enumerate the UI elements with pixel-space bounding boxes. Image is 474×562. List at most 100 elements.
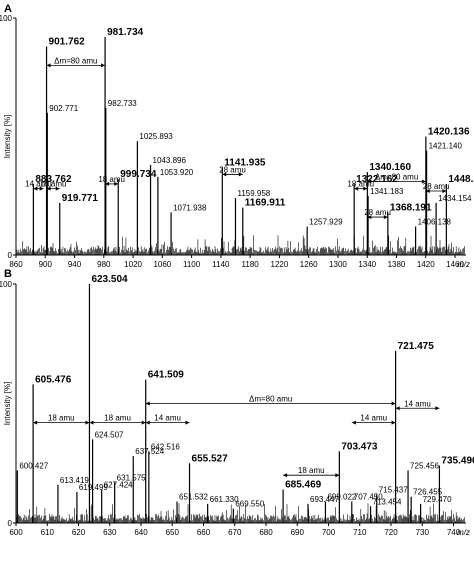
- x-tick-label: 690: [291, 528, 305, 537]
- peak-label: 641.509: [148, 370, 185, 381]
- mass-diff-label: 14 amu: [360, 414, 387, 423]
- mass-diff-label: 18 amu: [104, 414, 131, 423]
- peak-label: 1053.920: [160, 168, 194, 177]
- bracket-arrowheads: [105, 181, 119, 186]
- mass-diff-label: 28 amu: [423, 182, 450, 191]
- x-tick-label: 730: [416, 528, 430, 537]
- peak-label: 605.476: [35, 374, 72, 385]
- y-axis-label: Intensity [%]: [3, 382, 12, 426]
- peak-label: 901.762: [49, 36, 86, 47]
- x-tick-label: 1060: [153, 260, 171, 269]
- mass-diff-label: 14 amu: [404, 399, 431, 408]
- peak-label: 1434.154: [438, 194, 472, 203]
- peak-label: 1421.140: [429, 142, 463, 151]
- peak-label: 669.550: [235, 500, 264, 509]
- peak-label: 1448.174: [448, 174, 474, 185]
- x-tick-label: 670: [228, 528, 242, 537]
- peak-label: 715.437: [379, 485, 408, 494]
- bracket-arrowheads: [354, 186, 368, 191]
- x-axis-label: m/z: [457, 260, 470, 269]
- x-tick-label: 900: [39, 260, 53, 269]
- peak-label: 729.470: [423, 495, 452, 504]
- x-tick-label: 1300: [329, 260, 347, 269]
- peak-label: 725.456: [410, 461, 439, 470]
- x-tick-label: 1380: [388, 260, 406, 269]
- peak-label: 999.734: [120, 169, 157, 180]
- peak-label: 1340.160: [369, 162, 411, 173]
- peak-label: 1025.893: [139, 132, 173, 141]
- peak-label: 613.419: [60, 476, 89, 485]
- x-tick-label: 860: [9, 260, 23, 269]
- y-tick-label: 100: [0, 14, 13, 23]
- peak-label: 713.454: [373, 497, 402, 506]
- peak-label: 651.532: [179, 492, 208, 501]
- peak-label: 1043.896: [153, 156, 187, 165]
- x-tick-label: 710: [353, 528, 367, 537]
- peak-label: 982.733: [108, 99, 137, 108]
- x-tick-label: 660: [197, 528, 211, 537]
- peak-label: 600.427: [19, 461, 48, 470]
- peak-label: 1420.136: [428, 127, 470, 138]
- peak-label: 902.771: [49, 104, 78, 113]
- peak-label: 1368.191: [390, 202, 432, 213]
- x-tick-label: 940: [68, 260, 82, 269]
- bracket-arrowheads: [46, 186, 60, 191]
- x-tick-label: 1140: [212, 260, 230, 269]
- x-tick-label: 740: [447, 528, 461, 537]
- y-axis-label: Intensity [%]: [3, 115, 12, 159]
- peak-label: 721.475: [398, 341, 435, 352]
- x-tick-label: 640: [134, 528, 148, 537]
- x-axis-label: m/z: [457, 528, 470, 537]
- mass-diff-label: 18 amu: [48, 414, 75, 423]
- x-tick-label: 1460: [446, 260, 464, 269]
- x-tick-label: 1100: [183, 260, 201, 269]
- mass-diff-label: Δm=80 amu: [249, 395, 292, 404]
- peak-label: 627.424: [104, 481, 133, 490]
- mass-diff-label: 28 amu: [219, 165, 246, 174]
- mass-diff-label: 14 amu: [154, 414, 181, 423]
- x-tick-label: 720: [384, 528, 398, 537]
- y-tick-label: 0: [8, 519, 13, 528]
- peak-label: 1406.138: [418, 218, 452, 227]
- x-tick-label: 1220: [271, 260, 289, 269]
- mass-diff-label: 18 amu: [347, 180, 374, 189]
- bracket-arrowheads: [33, 186, 44, 191]
- peak-label: 693.447: [310, 495, 339, 504]
- x-tick-label: 1020: [124, 260, 142, 269]
- peak-label: 637.524: [135, 447, 164, 456]
- x-tick-label: 1180: [242, 260, 260, 269]
- panel-b-letter: B: [4, 268, 12, 280]
- peak-label: 1257.929: [309, 218, 343, 227]
- peak-label: 624.507: [95, 430, 124, 439]
- y-tick-label: 0: [8, 251, 13, 260]
- peak-label: 685.469: [285, 480, 322, 491]
- peak-label: 1322.162: [356, 174, 398, 185]
- x-tick-label: 1420: [417, 260, 435, 269]
- x-tick-label: 980: [97, 260, 111, 269]
- peak-label: 1141.935: [224, 157, 266, 168]
- x-tick-label: 630: [103, 528, 117, 537]
- peak-label: 642.516: [151, 442, 180, 451]
- peak-label: 623.504: [91, 274, 128, 285]
- x-tick-label: 1340: [358, 260, 376, 269]
- peak-label: 1169.911: [245, 198, 286, 209]
- mass-diff-label: 18 amu: [98, 175, 125, 184]
- peak-label: 655.527: [192, 453, 229, 464]
- x-tick-label: 680: [259, 528, 273, 537]
- x-tick-label: 1260: [300, 260, 318, 269]
- mass-diff-label: Δm=80 amu: [375, 173, 418, 182]
- peak-label: 883.762: [35, 174, 72, 185]
- peak-label: 1341.183: [370, 187, 404, 196]
- peak-label: 726.455: [413, 488, 442, 497]
- mass-diff-label: 14 amu: [25, 180, 52, 189]
- peak-label: 919.771: [62, 193, 99, 204]
- peak-label: 707.450: [354, 492, 383, 501]
- x-tick-label: 600: [9, 528, 23, 537]
- peak-label: 699.022: [327, 492, 356, 501]
- peak-label: 735.496: [441, 456, 474, 467]
- peak-label: 661.330: [210, 495, 239, 504]
- peak-label: 703.473: [341, 441, 378, 452]
- peak-label: 619.499: [79, 483, 108, 492]
- x-tick-label: 650: [166, 528, 180, 537]
